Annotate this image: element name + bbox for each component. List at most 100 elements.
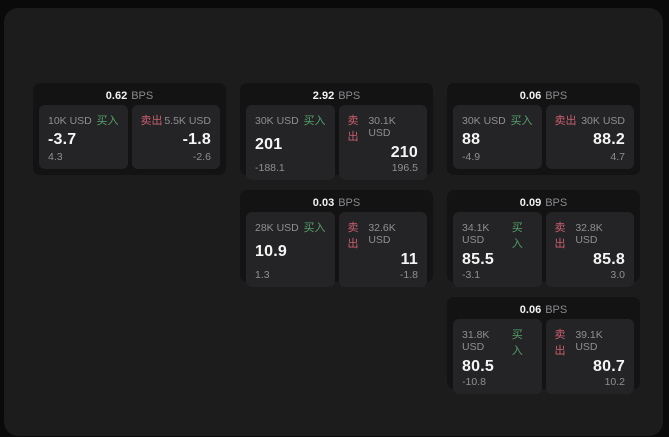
bps-value: 0.62 xyxy=(105,90,128,102)
sell-tile[interactable]: 卖出 30.1K USD 210 196.5 xyxy=(338,105,427,180)
buy-change: -4.9 xyxy=(462,151,481,163)
buy-notional-amount: 30K USD xyxy=(255,115,299,127)
buy-tag: 买入 xyxy=(511,329,523,357)
bps-header: 0.03 BPS xyxy=(246,195,427,212)
buy-tile[interactable]: 34.1K USD 买入 85.5 -3.1 xyxy=(453,212,542,287)
buy-tag: 买入 xyxy=(511,222,523,250)
tile-row: 30K USD 买入 201 -188.1 卖出 30.1K USD 210 1… xyxy=(246,105,427,180)
buy-notional-amount: 34.1K USD xyxy=(462,222,490,246)
buy-change: -10.8 xyxy=(462,376,486,388)
sell-notional-amount: 5.5K USD xyxy=(164,115,211,127)
tile-labels: 卖出 30.1K USD xyxy=(348,112,419,144)
buy-change: -3.1 xyxy=(462,269,481,281)
sell-notional-amount: 32.6K USD xyxy=(368,222,396,246)
bps-header: 0.09 BPS xyxy=(453,195,634,212)
sell-change: -2.6 xyxy=(192,151,211,163)
tile-row: 28K USD 买入 10.9 1.3 卖出 32.6K USD 11 -1.8 xyxy=(246,212,427,287)
sell-price: 88.2 xyxy=(593,130,625,148)
tile-labels: 30K USD 买入 xyxy=(462,112,533,128)
tile-row: 10K USD 买入 -3.7 4.3 卖出 5.5K USD -1.8 -2.… xyxy=(39,105,220,169)
tile-row: 30K USD 买入 88 -4.9 卖出 30K USD 88.2 4.7 xyxy=(453,105,634,169)
bps-value: 0.09 xyxy=(519,197,542,209)
tile-labels: 卖出 32.8K USD xyxy=(555,219,626,251)
tile-labels: 卖出 39.1K USD xyxy=(555,326,626,358)
sell-change: -1.8 xyxy=(399,269,418,281)
buy-tile[interactable]: 30K USD 买入 88 -4.9 xyxy=(453,105,542,169)
bps-header: 0.06 BPS xyxy=(453,88,634,105)
bps-value: 0.06 xyxy=(519,90,542,102)
buy-change: -188.1 xyxy=(255,162,285,174)
bps-unit-label: BPS xyxy=(338,90,361,102)
buy-price: 85.5 xyxy=(462,251,494,268)
sell-price: 11 xyxy=(400,251,418,268)
bps-value: 2.92 xyxy=(312,90,335,102)
sell-price: 210 xyxy=(390,144,418,161)
bps-unit-label: BPS xyxy=(338,197,361,209)
quote-card: 0.06 BPS 31.8K USD 买入 80.5 -10.8 卖出 39.1… xyxy=(447,297,640,394)
sell-tag: 卖出 xyxy=(554,329,566,357)
sell-tag: 卖出 xyxy=(347,115,359,143)
sell-tag: 卖出 xyxy=(347,222,359,250)
buy-notional-amount: 31.8K USD xyxy=(462,329,490,353)
sell-price: -1.8 xyxy=(182,130,211,148)
buy-price: 80.5 xyxy=(462,358,494,375)
buy-tag: 买入 xyxy=(303,222,326,234)
tile-labels: 30K USD 买入 xyxy=(255,112,326,128)
sell-tile[interactable]: 卖出 32.6K USD 11 -1.8 xyxy=(338,212,427,287)
quotes-panel: 0.62 BPS 10K USD 买入 -3.7 4.3 卖出 5.5K USD xyxy=(4,8,663,436)
buy-tag: 买入 xyxy=(510,115,533,127)
buy-notional-amount: 30K USD xyxy=(462,115,506,127)
buy-tag: 买入 xyxy=(96,115,119,127)
buy-notional-amount: 10K USD xyxy=(48,115,92,127)
tile-row: 34.1K USD 买入 85.5 -3.1 卖出 32.8K USD 85.8… xyxy=(453,212,634,287)
buy-price: 10.9 xyxy=(255,243,287,260)
bps-unit-label: BPS xyxy=(545,90,568,102)
tile-labels: 卖出 30K USD xyxy=(555,112,626,128)
sell-tag: 卖出 xyxy=(554,222,566,250)
bps-unit-label: BPS xyxy=(545,304,568,316)
sell-tag: 卖出 xyxy=(140,115,163,127)
buy-change: 1.3 xyxy=(255,269,270,281)
sell-tag: 卖出 xyxy=(554,115,577,127)
sell-notional-amount: 32.8K USD xyxy=(575,222,603,246)
tile-row: 31.8K USD 买入 80.5 -10.8 卖出 39.1K USD 80.… xyxy=(453,319,634,394)
buy-notional-amount: 28K USD xyxy=(255,222,299,234)
sell-price: 85.8 xyxy=(593,251,625,268)
tile-labels: 10K USD 买入 xyxy=(48,112,119,128)
bps-header: 0.62 BPS xyxy=(39,88,220,105)
tile-labels: 31.8K USD 买入 xyxy=(462,326,533,358)
quote-grid: 0.62 BPS 10K USD 买入 -3.7 4.3 卖出 5.5K USD xyxy=(33,83,640,394)
sell-notional-amount: 30K USD xyxy=(581,115,625,127)
sell-change: 196.5 xyxy=(391,162,418,174)
bps-unit-label: BPS xyxy=(545,197,568,209)
quote-card: 0.62 BPS 10K USD 买入 -3.7 4.3 卖出 5.5K USD xyxy=(33,83,226,175)
buy-price: 88 xyxy=(462,130,481,148)
sell-change: 3.0 xyxy=(610,269,625,281)
sell-tile[interactable]: 卖出 32.8K USD 85.8 3.0 xyxy=(545,212,634,287)
bps-header: 2.92 BPS xyxy=(246,88,427,105)
sell-tile[interactable]: 卖出 30K USD 88.2 4.7 xyxy=(545,105,634,169)
sell-change: 4.7 xyxy=(610,151,625,163)
quote-card: 0.03 BPS 28K USD 买入 10.9 1.3 卖出 32.6K US… xyxy=(240,190,433,287)
buy-tile[interactable]: 10K USD 买入 -3.7 4.3 xyxy=(39,105,128,169)
sell-notional-amount: 39.1K USD xyxy=(575,329,603,353)
buy-tile[interactable]: 31.8K USD 买入 80.5 -10.8 xyxy=(453,319,542,394)
sell-price: 80.7 xyxy=(593,358,625,375)
tile-labels: 卖出 32.6K USD xyxy=(348,219,419,251)
quote-card: 2.92 BPS 30K USD 买入 201 -188.1 卖出 30.1K … xyxy=(240,83,433,180)
buy-price: 201 xyxy=(255,136,283,153)
bps-value: 0.06 xyxy=(519,304,542,316)
buy-tile[interactable]: 30K USD 买入 201 -188.1 xyxy=(246,105,335,180)
bps-value: 0.03 xyxy=(312,197,335,209)
sell-tile[interactable]: 卖出 5.5K USD -1.8 -2.6 xyxy=(131,105,220,169)
quote-card: 0.06 BPS 30K USD 买入 88 -4.9 卖出 30K USD xyxy=(447,83,640,175)
sell-tile[interactable]: 卖出 39.1K USD 80.7 10.2 xyxy=(545,319,634,394)
tile-labels: 28K USD 买入 xyxy=(255,219,326,235)
tile-labels: 34.1K USD 买入 xyxy=(462,219,533,251)
buy-tile[interactable]: 28K USD 买入 10.9 1.3 xyxy=(246,212,335,287)
bps-unit-label: BPS xyxy=(131,90,154,102)
tile-labels: 卖出 5.5K USD xyxy=(141,112,212,128)
sell-notional-amount: 30.1K USD xyxy=(368,115,396,139)
buy-change: 4.3 xyxy=(48,151,63,163)
